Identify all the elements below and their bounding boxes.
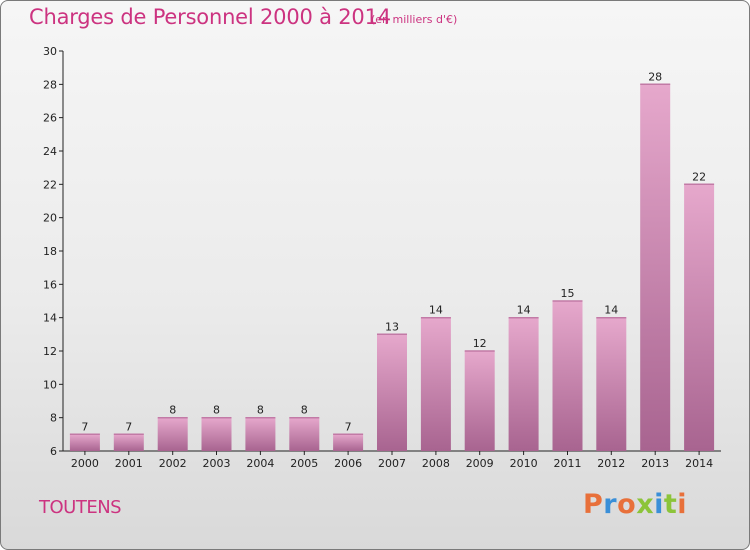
bar-2003 xyxy=(201,417,232,451)
y-tick-label-14: 14 xyxy=(43,312,57,325)
logo-letter: t xyxy=(663,489,678,520)
logo-letter: i xyxy=(677,489,688,520)
y-tick-label-8: 8 xyxy=(50,412,57,425)
logo-letter: i xyxy=(654,489,664,520)
y-tick-label-30: 30 xyxy=(43,45,57,58)
x-tick-label-2010: 2010 xyxy=(510,457,538,470)
y-tick-label-28: 28 xyxy=(43,78,57,91)
x-tick-label-2003: 2003 xyxy=(203,457,231,470)
y-tick-label-24: 24 xyxy=(43,145,57,158)
value-label-2012: 14 xyxy=(604,304,618,317)
x-tick-label-2001: 2001 xyxy=(115,457,143,470)
value-label-2007: 13 xyxy=(385,320,399,333)
y-tick-label-20: 20 xyxy=(43,212,57,225)
bar-2000 xyxy=(69,434,100,451)
x-tick-label-2005: 2005 xyxy=(290,457,318,470)
place-name: TOUTENS xyxy=(39,497,122,518)
chart-title: Charges de Personnel 2000 à 2014 xyxy=(29,5,391,29)
x-tick-label-2011: 2011 xyxy=(554,457,582,470)
bar-2009 xyxy=(464,351,495,451)
x-tick-label-2008: 2008 xyxy=(422,457,450,470)
x-tick-label-2002: 2002 xyxy=(159,457,187,470)
bar-2006 xyxy=(333,434,364,451)
y-tick-label-12: 12 xyxy=(43,345,57,358)
value-label-2010: 14 xyxy=(517,304,531,317)
logo-letter: r xyxy=(603,489,618,520)
chart-subtitle: (en milliers d'€) xyxy=(371,13,458,26)
value-label-2009: 12 xyxy=(473,337,487,350)
x-tick-label-2007: 2007 xyxy=(378,457,406,470)
value-label-2008: 14 xyxy=(429,304,443,317)
y-tick-label-16: 16 xyxy=(43,278,57,291)
bar-2010 xyxy=(508,317,539,451)
bar-2001 xyxy=(113,434,144,451)
bar-2008 xyxy=(420,317,451,451)
value-label-2004: 8 xyxy=(257,404,264,417)
x-tick-label-2012: 2012 xyxy=(597,457,625,470)
logo-letter: o xyxy=(617,489,637,520)
value-label-2014: 22 xyxy=(692,170,706,183)
y-tick-label-6: 6 xyxy=(50,445,57,458)
x-tick-label-2014: 2014 xyxy=(685,457,713,470)
x-tick-label-2013: 2013 xyxy=(641,457,669,470)
value-label-2001: 7 xyxy=(125,420,132,433)
bar-2012 xyxy=(596,317,627,451)
bar-2011 xyxy=(552,301,583,451)
bar-2004 xyxy=(245,417,276,451)
bar-2002 xyxy=(157,417,188,451)
x-tick-label-2006: 2006 xyxy=(334,457,362,470)
bar-2007 xyxy=(377,334,407,451)
value-label-2000: 7 xyxy=(81,420,88,433)
x-tick-label-2000: 2000 xyxy=(71,457,99,470)
value-label-2002: 8 xyxy=(169,404,176,417)
value-label-2011: 15 xyxy=(561,287,575,300)
x-tick-label-2004: 2004 xyxy=(246,457,274,470)
logo-letter: P xyxy=(583,489,604,520)
logo-letter: x xyxy=(636,489,655,520)
value-label-2003: 8 xyxy=(213,404,220,417)
bar-2013 xyxy=(640,84,671,452)
value-label-2013: 28 xyxy=(648,70,662,83)
y-tick-label-18: 18 xyxy=(43,245,57,258)
y-tick-label-26: 26 xyxy=(43,112,57,125)
proxiti-logo: Proxiti xyxy=(583,489,687,520)
y-tick-label-22: 22 xyxy=(43,178,57,191)
bar-2014 xyxy=(684,184,715,452)
bar-2005 xyxy=(289,417,320,451)
y-tick-label-10: 10 xyxy=(43,378,57,391)
x-tick-label-2009: 2009 xyxy=(466,457,494,470)
value-label-2005: 8 xyxy=(301,404,308,417)
value-label-2006: 7 xyxy=(345,420,352,433)
